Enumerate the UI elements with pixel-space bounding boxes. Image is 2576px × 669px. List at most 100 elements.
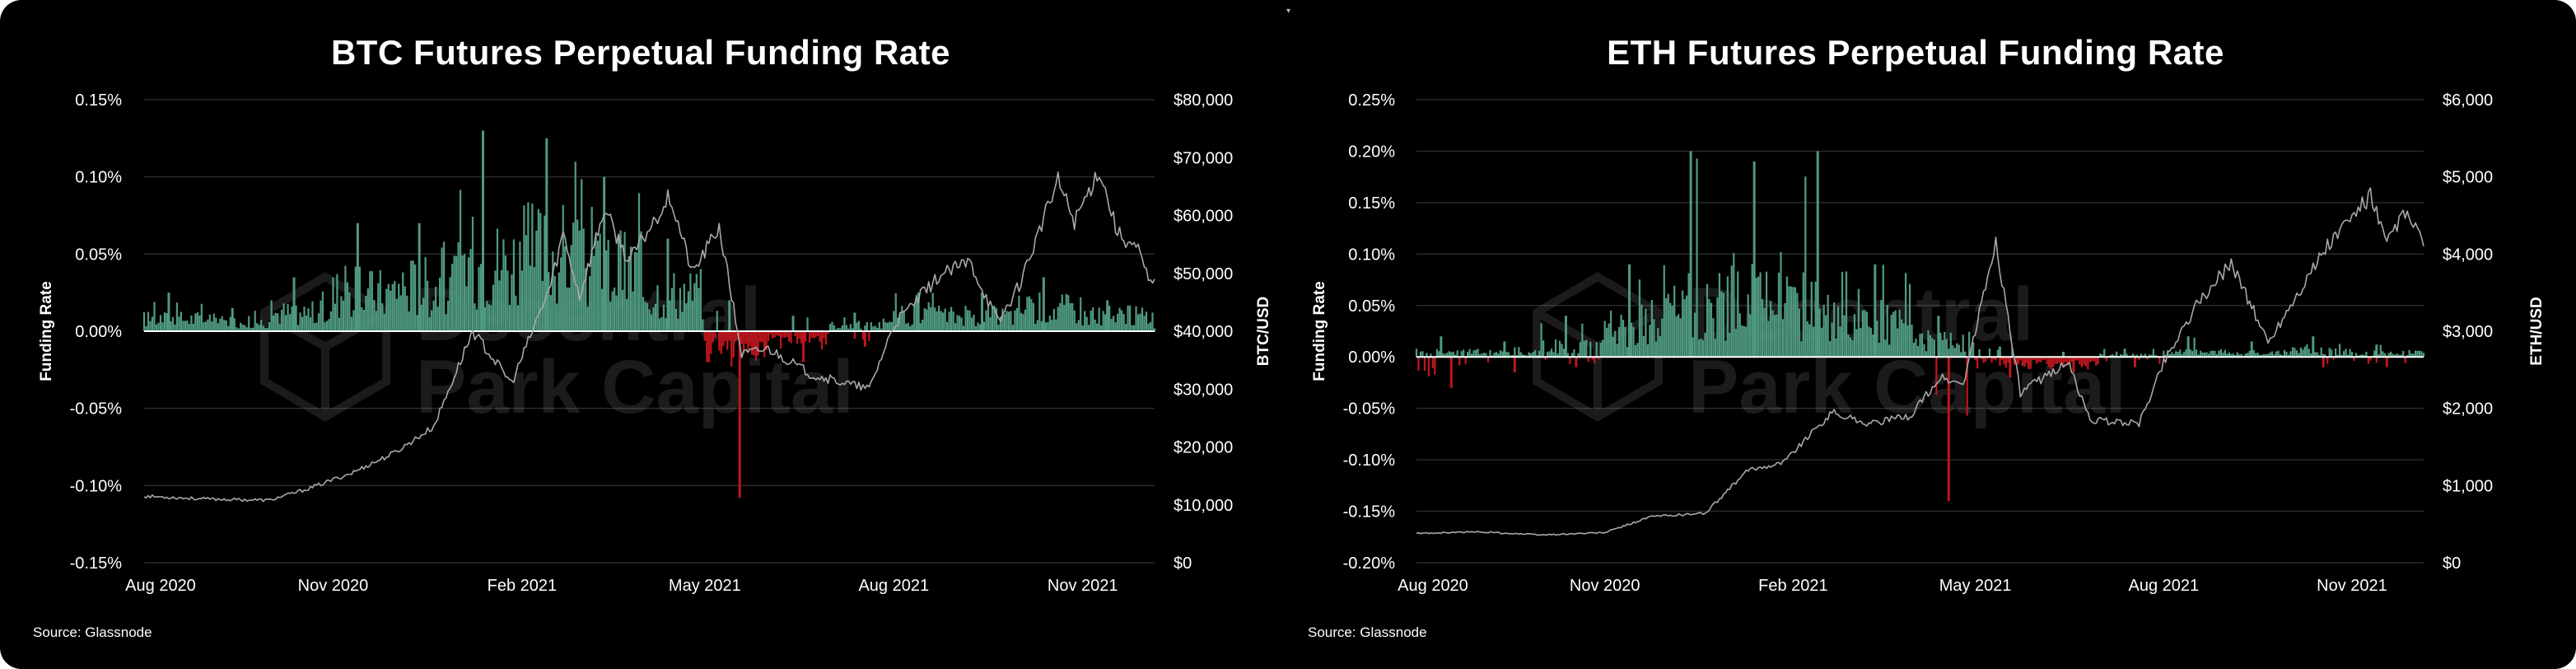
funding-rate-bar bbox=[245, 327, 248, 331]
funding-rate-bar bbox=[1730, 265, 1733, 358]
funding-rate-bar bbox=[2193, 337, 2196, 358]
funding-rate-bar bbox=[1816, 151, 1819, 358]
funding-rate-bar bbox=[428, 316, 431, 331]
y2-tick-label: $2,000 bbox=[2443, 400, 2493, 419]
x-tick-label: May 2021 bbox=[1939, 577, 2012, 595]
funding-rate-bar bbox=[1085, 316, 1088, 331]
funding-rate-bar bbox=[1069, 302, 1071, 331]
funding-rate-bar bbox=[1486, 357, 1490, 363]
y2-tick-label: $50,000 bbox=[1174, 265, 1233, 283]
funding-rate-bar bbox=[982, 321, 986, 331]
funding-rate-bar bbox=[1796, 292, 1799, 358]
eth-chart-panel: ETH Futures Perpetual Funding Rate Decen… bbox=[1275, 0, 2556, 669]
y2-tick-label: $3,000 bbox=[2443, 323, 2493, 341]
funding-rate-bar bbox=[712, 331, 714, 343]
funding-rate-bar bbox=[1724, 340, 1727, 358]
funding-rate-bar bbox=[1853, 314, 1856, 358]
funding-rate-bar bbox=[512, 239, 516, 331]
funding-rate-bar bbox=[1440, 336, 1443, 358]
funding-rate-bar bbox=[740, 331, 743, 344]
funding-rate-bar bbox=[1426, 353, 1428, 358]
funding-rate-bar bbox=[722, 331, 725, 346]
funding-rate-bar bbox=[1556, 353, 1559, 358]
funding-rate-bar bbox=[2312, 336, 2315, 358]
funding-rate-bar bbox=[658, 318, 661, 331]
y-tick-label: -0.15% bbox=[70, 554, 123, 573]
funding-rate-bar bbox=[149, 320, 152, 331]
funding-rate-bar bbox=[153, 302, 156, 331]
funding-rate-bar bbox=[2036, 357, 2038, 364]
funding-rate-bar bbox=[1594, 357, 1596, 363]
funding-rate-bar bbox=[1617, 326, 1621, 358]
funding-rate-bar bbox=[278, 324, 281, 331]
funding-rate-bar bbox=[1482, 353, 1486, 358]
funding-rate-bar bbox=[2345, 349, 2347, 358]
funding-rate-bar bbox=[1628, 264, 1631, 358]
funding-rate-bar bbox=[1765, 271, 1768, 358]
funding-rate-bar bbox=[311, 301, 314, 331]
funding-rate-bar bbox=[2262, 353, 2266, 358]
funding-rate-bar bbox=[872, 326, 875, 331]
funding-rate-bar bbox=[520, 270, 523, 331]
funding-rate-bar bbox=[707, 331, 710, 363]
funding-rate-bar bbox=[757, 331, 759, 356]
funding-rate-bar bbox=[1968, 331, 1971, 358]
funding-rate-bar bbox=[496, 228, 499, 331]
funding-rate-bar bbox=[605, 250, 608, 331]
y-tick-label: -0.10% bbox=[70, 477, 123, 495]
funding-rate-bar bbox=[852, 328, 854, 331]
funding-rate-bar bbox=[398, 283, 400, 331]
funding-rate-bar bbox=[724, 331, 726, 342]
funding-rate-bar bbox=[1538, 350, 1541, 358]
funding-rate-bar bbox=[1737, 271, 1739, 358]
funding-rate-bar bbox=[1798, 308, 1800, 358]
funding-rate-bar bbox=[1845, 271, 1848, 358]
funding-rate-bar bbox=[589, 276, 591, 331]
funding-rate-bar bbox=[1632, 326, 1635, 358]
funding-rate-bar bbox=[441, 247, 443, 331]
funding-rate-bar bbox=[1781, 319, 1785, 358]
funding-rate-bar bbox=[2060, 357, 2063, 363]
funding-rate-bar bbox=[1044, 322, 1047, 331]
funding-rate-bar bbox=[1919, 334, 1921, 358]
funding-rate-bar bbox=[642, 297, 645, 331]
funding-rate-bar bbox=[1467, 352, 1469, 358]
funding-rate-bar bbox=[303, 306, 306, 331]
funding-rate-bar bbox=[997, 324, 1000, 331]
funding-rate-bar bbox=[1415, 349, 1418, 358]
funding-rate-bar bbox=[1460, 351, 1463, 358]
funding-rate-bar bbox=[2003, 357, 2005, 365]
funding-rate-bar bbox=[1642, 335, 1645, 358]
funding-rate-bar bbox=[714, 331, 716, 338]
y-tick-label: 0.20% bbox=[1348, 143, 1395, 161]
funding-rate-bar bbox=[903, 311, 905, 331]
y-tick-label: 0.05% bbox=[1348, 297, 1395, 316]
funding-rate-bar bbox=[354, 266, 357, 331]
funding-rate-bar bbox=[1558, 340, 1561, 358]
source-label: Source: Glassnode bbox=[1308, 625, 1427, 640]
funding-rate-bar bbox=[1036, 320, 1038, 331]
funding-rate-bar bbox=[1063, 304, 1066, 331]
funding-rate-bar bbox=[211, 321, 213, 331]
funding-rate-bar bbox=[1088, 325, 1090, 331]
funding-rate-bar bbox=[2418, 350, 2421, 358]
funding-rate-bar bbox=[673, 273, 675, 331]
funding-rate-bar bbox=[1661, 318, 1664, 358]
funding-rate-bar bbox=[394, 281, 396, 331]
funding-rate-bar bbox=[2037, 357, 2040, 363]
funding-rate-bar bbox=[1865, 311, 1868, 358]
funding-rate-bar bbox=[2270, 351, 2274, 358]
funding-rate-bar bbox=[1831, 322, 1833, 358]
funding-rate-bar bbox=[1499, 350, 1502, 358]
funding-rate-bar bbox=[2302, 349, 2304, 358]
funding-rate-bar bbox=[2205, 352, 2208, 358]
funding-rate-bar bbox=[993, 305, 996, 331]
funding-rate-bar bbox=[435, 287, 437, 331]
y-tick-label: 0.25% bbox=[1348, 91, 1395, 110]
funding-rate-bar bbox=[432, 300, 435, 331]
y-tick-label: -0.15% bbox=[1343, 503, 1396, 522]
funding-rate-bar bbox=[147, 311, 150, 331]
funding-rate-bar bbox=[2015, 357, 2018, 366]
funding-rate-bar bbox=[207, 319, 209, 331]
funding-rate-bar bbox=[870, 322, 872, 331]
